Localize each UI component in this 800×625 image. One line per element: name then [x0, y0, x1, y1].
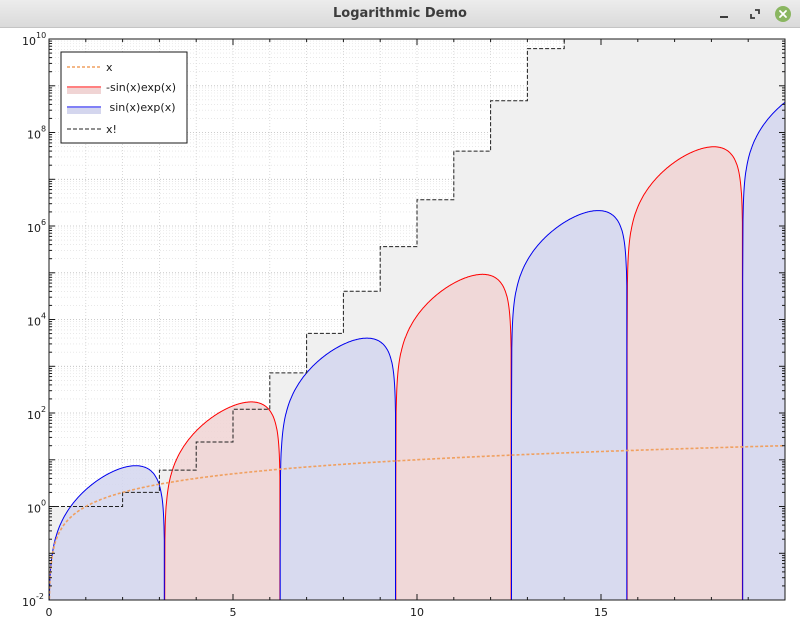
fill-sin-exp	[280, 338, 396, 600]
legend-item-neg-sin-exp: -sin(x)exp(x)	[67, 81, 176, 94]
fill-sin-exp	[49, 465, 165, 600]
y-tick-label-exponent: -2	[36, 592, 44, 601]
y-tick-label: 10 6	[27, 218, 46, 235]
y-tick-label-base: 10	[22, 596, 36, 609]
plot-area[interactable]: 0 5 10 15 10 -2 10 0 10 2 10 4 10 6 10 8 10 10 x -sin(x)…	[0, 28, 800, 625]
y-tick-label-exponent: 0	[41, 499, 46, 508]
y-tick-label-base: 10	[22, 35, 36, 48]
legend-item-sin-exp: sin(x)exp(x)	[67, 101, 176, 114]
y-tick-label: 10 -2	[22, 592, 44, 609]
maximize-button[interactable]	[746, 5, 764, 23]
x-tick-label: 5	[230, 606, 237, 619]
legend-label-sin-exp: sin(x)exp(x)	[106, 101, 176, 114]
y-tick-label: 10 2	[27, 405, 46, 422]
line-neg-sin-exp	[395, 273, 512, 600]
series-lines	[49, 39, 785, 600]
y-tick-label-base: 10	[27, 316, 41, 329]
axis-ticks	[49, 39, 785, 600]
line-sin-exp	[279, 337, 396, 600]
y-tick-label-base: 10	[27, 129, 41, 142]
minimize-button[interactable]	[715, 5, 733, 23]
y-tick-label-base: 10	[27, 409, 41, 422]
close-icon	[775, 6, 791, 22]
y-tick-label: 10 0	[27, 499, 46, 516]
y-tick-label-exponent: 10	[36, 31, 46, 40]
line-neg-sin-exp	[626, 146, 743, 600]
y-tick-label-exponent: 2	[41, 405, 46, 414]
line-neg-sin-exp	[164, 401, 281, 600]
close-button[interactable]	[774, 5, 792, 23]
legend-fill-neg-sin-exp	[67, 88, 101, 94]
fill-sin-exp	[742, 102, 785, 600]
legend-label-x: x	[106, 61, 113, 74]
y-tick-label-exponent: 6	[41, 218, 46, 227]
y-tick-label: 10 10	[22, 31, 46, 48]
fill-neg-sin-exp	[164, 401, 280, 600]
x-tick-labels: 0 5 10 15	[46, 606, 609, 619]
fill-sin-exp	[511, 210, 627, 600]
x-tick-label: 10	[410, 606, 424, 619]
y-tick-label-exponent: 4	[41, 312, 46, 321]
series-fills	[49, 39, 785, 600]
legend-item-x: x	[67, 61, 113, 74]
x-tick-label: 0	[46, 606, 53, 619]
line-factorial	[49, 39, 565, 507]
y-tick-label-base: 10	[27, 503, 41, 516]
fill-neg-sin-exp	[627, 146, 743, 600]
title-bar[interactable]: Logarithmic Demo	[0, 0, 800, 28]
x-tick-label: 15	[594, 606, 608, 619]
legend-item-factorial: x!	[67, 123, 117, 136]
window-title: Logarithmic Demo	[333, 6, 467, 21]
y-tick-label: 10 4	[27, 312, 46, 329]
line-sin-exp	[742, 101, 785, 600]
legend-label-factorial: x!	[106, 123, 117, 136]
y-tick-label: 10 8	[27, 125, 46, 142]
line-sin-exp	[511, 210, 628, 600]
legend-fill-sin-exp	[67, 108, 101, 114]
maximize-icon	[750, 9, 760, 19]
legend-box	[60, 51, 188, 144]
legend-label-neg-sin-exp: -sin(x)exp(x)	[106, 81, 176, 94]
y-tick-label-base: 10	[27, 222, 41, 235]
fill-neg-sin-exp	[395, 274, 512, 600]
line-sin-exp	[49, 465, 165, 600]
minimize-icon	[720, 16, 728, 18]
legend: x -sin(x)exp(x) sin(x)exp(x) x!	[60, 51, 188, 144]
line-x	[49, 444, 785, 600]
y-tick-label-exponent: 8	[41, 125, 46, 134]
